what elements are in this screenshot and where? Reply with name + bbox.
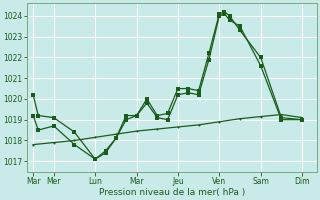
X-axis label: Pression niveau de la mer( hPa ): Pression niveau de la mer( hPa ) [99,188,245,197]
